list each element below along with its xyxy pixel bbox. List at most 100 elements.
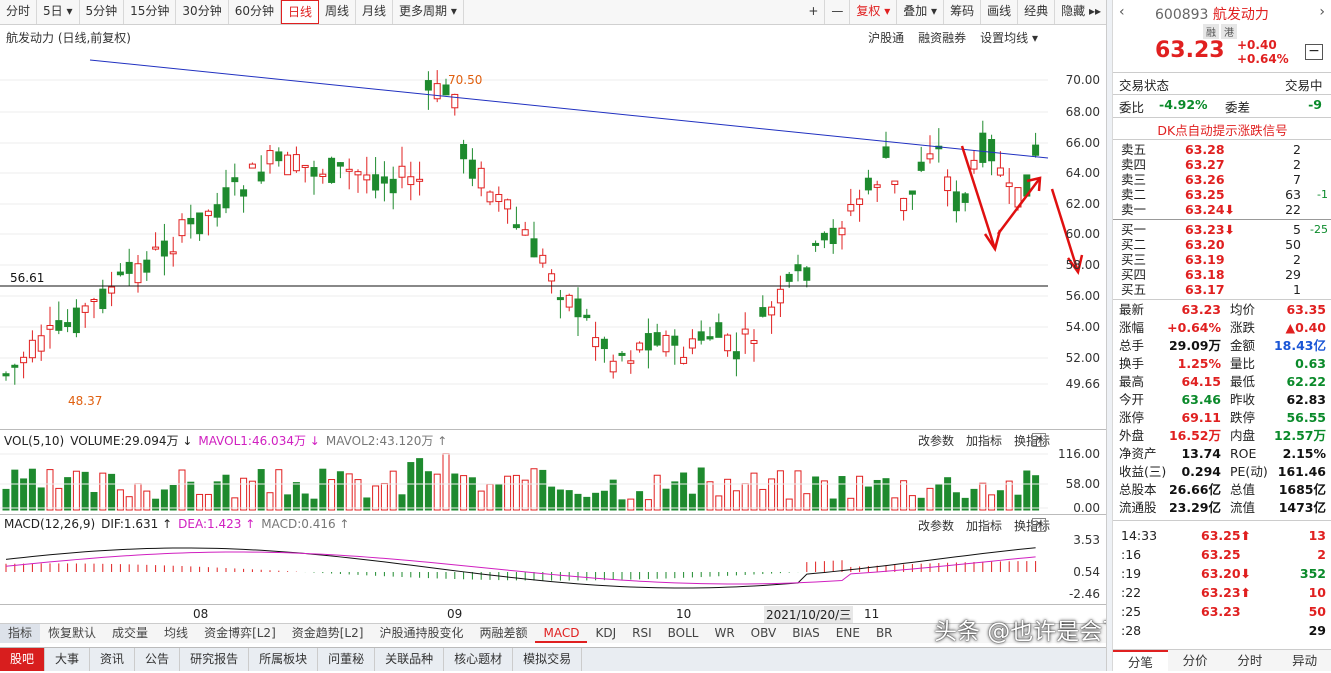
stat-row: 收益(三) 0.294 PE(动) 161.46 <box>1113 463 1331 481</box>
period-tab[interactable]: 5日 ▾ <box>37 0 80 24</box>
indicator-tab[interactable]: OBV <box>750 626 777 640</box>
indicator-tab[interactable]: 成交量 <box>112 626 149 640</box>
switch-indicator-button[interactable]: 换指标 <box>1013 434 1050 448</box>
add-indicator-button[interactable]: 加指标 <box>965 519 1002 533</box>
stat-row: 最高 64.15 最低 62.22 <box>1113 373 1331 391</box>
price-gridlines <box>0 79 1048 385</box>
zoom-in-button[interactable]: + <box>802 0 826 24</box>
next-stock-icon[interactable]: › <box>1319 4 1325 20</box>
more-periods-dropdown[interactable]: 更多周期 ▾ <box>393 0 464 24</box>
weicha-label: 委差 <box>1225 100 1251 115</box>
stock-name: 航发动力 <box>1212 7 1269 23</box>
price-tick: 60.00 <box>1066 227 1100 241</box>
indicator-tab[interactable]: BIAS <box>792 626 820 640</box>
orderbook-row: 买三 63.19 2 <box>1113 252 1331 267</box>
period-tab[interactable]: 15分钟 <box>124 0 177 24</box>
period-tab[interactable]: 60分钟 <box>229 0 281 24</box>
level-name: 卖五 <box>1121 142 1147 157</box>
indicator-tab[interactable]: KDJ <box>595 626 617 640</box>
tick-time: :16 <box>1121 547 1142 562</box>
price-tick: 58.00 <box>1066 258 1100 272</box>
bottom-tab[interactable]: 核心题材 <box>444 648 514 671</box>
bottom-tab[interactable]: 股吧 <box>0 648 46 671</box>
period-tab[interactable]: 月线 <box>356 0 394 24</box>
level-price: 63.20 <box>1185 237 1225 252</box>
indicator-tab[interactable]: 资金博弈[L2] <box>204 626 276 640</box>
overlay-dropdown[interactable]: 叠加 ▾ <box>897 0 945 24</box>
prev-stock-icon[interactable]: ‹ <box>1119 4 1125 20</box>
close-icon[interactable]: ✕ <box>1032 518 1046 532</box>
bottom-tab[interactable]: 模拟交易 <box>513 648 583 671</box>
hk-connect-badge: 港 <box>1221 24 1237 39</box>
switch-indicator-button[interactable]: 换指标 <box>1013 519 1050 533</box>
indicator-tab[interactable]: RSI <box>632 626 652 640</box>
adjust-dropdown[interactable]: 复权 ▾ <box>850 0 898 24</box>
bottom-tab[interactable]: 公告 <box>135 648 181 671</box>
stat-label: 金额 <box>1230 338 1256 353</box>
bottom-tab[interactable]: 资讯 <box>90 648 136 671</box>
indicator-tab[interactable]: 两融差额 <box>479 626 528 640</box>
stat-value: 63.35 <box>1286 302 1326 317</box>
link-margin[interactable]: 融资融券 <box>918 31 967 45</box>
bottom-tab[interactable]: 问董秘 <box>318 648 376 671</box>
indicator-tab[interactable]: 沪股通持股变化 <box>379 626 464 640</box>
stat-row: 涨幅 +0.64% 涨跌 ▲0.40 <box>1113 319 1331 337</box>
orderbook-row: 卖三 63.26 7 <box>1113 172 1331 187</box>
period-tab[interactable]: 30分钟 <box>176 0 229 24</box>
quote-tab[interactable]: 分笔 <box>1113 650 1168 671</box>
chips-button[interactable]: 筹码 <box>944 0 982 24</box>
period-tab[interactable]: 分时 <box>0 0 38 24</box>
link-ma-settings[interactable]: 设置均线 ▾ <box>980 31 1038 45</box>
price-tick: 68.00 <box>1066 105 1100 119</box>
indicator-tab[interactable]: BR <box>875 626 893 640</box>
indicator-tab[interactable]: 资金趋势[L2] <box>291 626 364 640</box>
period-tab[interactable]: 5分钟 <box>80 0 125 24</box>
level-qty: 29 <box>1285 267 1301 282</box>
close-icon[interactable]: ✕ <box>1032 433 1046 447</box>
bottom-tab[interactable]: 大事 <box>45 648 91 671</box>
quote-tab[interactable]: 分时 <box>1237 653 1263 668</box>
edit-params-button[interactable]: 改参数 <box>917 519 954 533</box>
indicator-tab[interactable]: 指标 <box>0 624 41 643</box>
link-hk-connect[interactable]: 沪股通 <box>868 31 905 45</box>
panel-splitter[interactable] <box>1106 0 1112 671</box>
stat-label: ROE <box>1230 446 1257 461</box>
zoom-out-button[interactable]: — <box>825 0 851 24</box>
indicator-tab[interactable]: WR <box>714 626 735 640</box>
quote-tabs: 分笔 分价 分时 异动 <box>1113 649 1331 671</box>
quote-tab[interactable]: 异动 <box>1292 653 1318 668</box>
indicator-tab[interactable]: 恢复默认 <box>48 626 97 640</box>
quote-tab[interactable]: 分价 <box>1182 653 1208 668</box>
level-qty: 2 <box>1293 142 1301 157</box>
low-label: 48.37 <box>68 394 102 408</box>
kline-chart[interactable]: 56.61 70.50 48.37 70.00 68.00 66.00 64.00 62… <box>0 44 1108 430</box>
period-tab-daily[interactable]: 日线 <box>280 0 319 24</box>
dk-signal-link[interactable]: DK点自动提示涨跌信号 <box>1157 123 1288 138</box>
classic-button[interactable]: 经典 <box>1018 0 1056 24</box>
indicator-tab[interactable]: BOLL <box>667 626 699 640</box>
stat-value: 23.29亿 <box>1168 500 1221 515</box>
bottom-tab[interactable]: 所属板块 <box>249 648 319 671</box>
period-tab[interactable]: 周线 <box>319 0 357 24</box>
hide-button[interactable]: 隐藏 ▸▸ <box>1055 0 1108 24</box>
add-indicator-button[interactable]: 加指标 <box>965 434 1002 448</box>
high-label: 70.50 <box>448 73 482 87</box>
bottom-tab[interactable]: 研究报告 <box>180 648 250 671</box>
edit-params-button[interactable]: 改参数 <box>917 434 954 448</box>
stat-value: 64.15 <box>1181 374 1221 389</box>
collapse-button[interactable]: − <box>1305 44 1323 60</box>
macd-chart: 3.53 0.54 -2.46 <box>5 533 1100 601</box>
indicator-tab[interactable]: ENE <box>835 626 860 640</box>
indicator-tab[interactable]: 均线 <box>164 626 189 640</box>
bottom-tab[interactable]: 关联品种 <box>375 648 445 671</box>
chart-title: 航发动力 (日线,前复权) <box>6 31 131 45</box>
tick-row: :22 63.23⬆ 10 <box>1113 583 1331 602</box>
mavol2-value: MAVOL2:43.120万 ↑ <box>325 434 448 448</box>
stat-label: 流通股 <box>1119 500 1157 515</box>
orderbook-row: 买五 63.17 1 <box>1113 282 1331 297</box>
draw-line-button[interactable]: 画线 <box>981 0 1019 24</box>
stat-value: 0.294 <box>1181 464 1221 479</box>
tick-price: 63.25 <box>1201 547 1241 562</box>
indicator-tab-macd[interactable]: MACD <box>535 624 588 643</box>
level-qty: 2 <box>1293 157 1301 172</box>
